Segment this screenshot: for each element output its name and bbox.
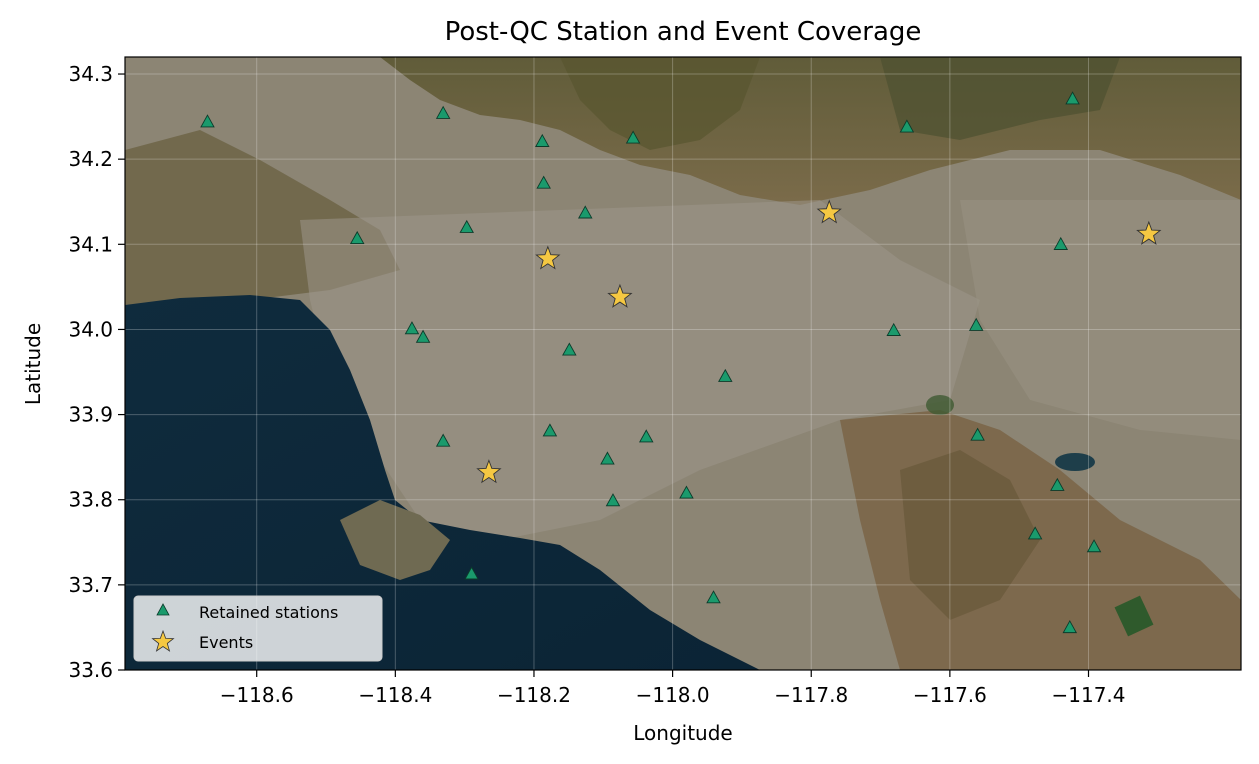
x-tick-label: −117.4 (1051, 683, 1125, 707)
gridlines (125, 57, 1241, 670)
event-marker (535, 245, 561, 270)
station-marker (1086, 539, 1102, 553)
station-marker (459, 219, 474, 233)
station-marker (718, 368, 733, 382)
event-marker (476, 459, 502, 484)
y-tick-label: 34.2 (68, 147, 113, 171)
station-marker (968, 317, 984, 331)
station-marker (542, 423, 558, 437)
station-marker (1027, 526, 1043, 540)
y-tick-label: 34.0 (68, 317, 113, 341)
data-points (200, 91, 1162, 634)
y-tick-label: 34.3 (68, 62, 113, 86)
station-marker (706, 590, 721, 604)
station-marker (1065, 91, 1080, 105)
station-marker (899, 119, 915, 133)
y-tick-label: 33.8 (68, 488, 113, 512)
station-marker (435, 433, 451, 447)
y-axis-label: Latitude (21, 323, 45, 405)
station-marker (1062, 620, 1078, 634)
station-marker (577, 205, 593, 219)
station-marker (625, 130, 641, 144)
station-marker (535, 133, 550, 147)
station-marker (404, 321, 420, 335)
station-marker (536, 175, 551, 189)
station-marker (638, 429, 654, 443)
y-tick-label: 33.6 (68, 658, 113, 682)
station-marker (970, 427, 985, 441)
plot-frame (124, 56, 1242, 671)
y-tick-label: 34.1 (68, 232, 113, 256)
station-marker (1050, 477, 1065, 491)
x-tick-label: −117.8 (774, 683, 848, 707)
station-marker (200, 114, 215, 128)
event-marker (1136, 220, 1162, 245)
station-marker (464, 566, 479, 580)
legend: Retained stations Events (133, 595, 383, 662)
station-marker (600, 451, 615, 465)
chart-title: Post-QC Station and Event Coverage (445, 17, 922, 47)
station-marker (1053, 236, 1069, 250)
event-marker (816, 199, 842, 224)
legend-box (133, 595, 383, 662)
station-marker (886, 322, 901, 336)
station-marker (679, 485, 694, 499)
x-tick-label: −118.2 (497, 683, 571, 707)
x-tick-label: −118.4 (358, 683, 432, 707)
satellite-basemap (125, 57, 1241, 670)
y-tick-label: 33.9 (68, 403, 113, 427)
x-tick-label: −118.0 (636, 683, 710, 707)
station-marker (349, 230, 365, 244)
x-tick-label: −118.6 (220, 683, 294, 707)
station-marker (435, 105, 451, 119)
legend-station-label: Retained stations (199, 603, 338, 622)
station-marker (605, 493, 621, 507)
event-marker (607, 283, 633, 308)
legend-event-marker (151, 629, 175, 652)
x-axis-label: Longitude (633, 721, 732, 745)
station-marker (415, 329, 431, 343)
x-tick-label: −117.6 (913, 683, 987, 707)
legend-event-label: Events (199, 633, 253, 652)
axis-ticks: −118.6 −118.4 −118.2 −118.0 −117.8 −117.6 −117… (68, 62, 1125, 707)
station-marker (562, 342, 577, 356)
legend-station-marker (156, 603, 170, 616)
y-tick-label: 33.7 (68, 573, 113, 597)
